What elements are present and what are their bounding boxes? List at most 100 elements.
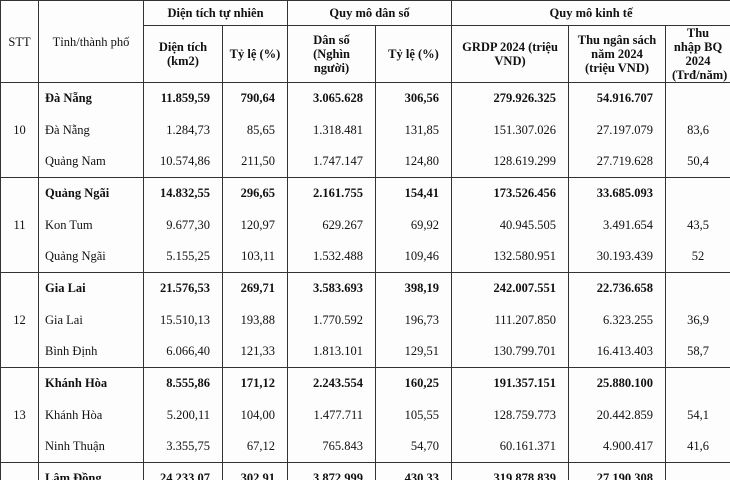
value-cell: 319.878.839 <box>451 462 570 480</box>
value-cell: 8.555,86 <box>143 367 223 400</box>
value-cell: 128.619.299 <box>451 145 570 178</box>
value-cell: 27.190.308 <box>568 462 667 480</box>
value-cell: 211,50 <box>222 145 288 178</box>
header-cell: Thu nhập BQ 2024 (Trđ/năm) <box>665 25 730 83</box>
value-cell: 52 <box>665 240 730 273</box>
value-cell <box>665 272 730 305</box>
table-row: Đà Nẵng 1.284,73 85,65 1.318.481 131,85 151.3… <box>1 114 730 146</box>
value-cell: 27.197.079 <box>568 114 667 146</box>
header-row: Diện tích (km2) Tỷ lệ (%) Dân số (Nghìn ng… <box>1 25 730 83</box>
value-cell: 1.770.592 <box>287 304 376 336</box>
value-cell: 85,65 <box>222 114 288 146</box>
province-cell: Đà Nẵng <box>38 114 144 146</box>
province-cell: Quảng Ngãi <box>38 177 144 210</box>
value-cell: 5.200,11 <box>143 399 223 432</box>
value-cell: 3.872.999 <box>287 462 376 480</box>
province-cell: Kon Tum <box>38 209 144 241</box>
value-cell: 120,97 <box>222 209 288 241</box>
value-cell: 36,9 <box>665 304 730 336</box>
header-cell: Tỷ lệ (%) <box>374 25 453 83</box>
value-cell: 191.357.151 <box>451 367 570 400</box>
value-cell: 24.233,07 <box>143 462 223 480</box>
value-cell: 30.193.439 <box>568 240 667 273</box>
value-cell: 4.900.417 <box>568 431 667 463</box>
value-cell: 3.065.628 <box>287 82 376 115</box>
table-row: Quảng Ngãi 5.155,25 103,11 1.532.488 109,46 1… <box>1 240 730 273</box>
value-cell: 10.574,86 <box>143 145 223 178</box>
value-cell <box>665 177 730 210</box>
value-cell: 69,92 <box>374 209 453 241</box>
value-cell: 132.580.951 <box>451 240 570 273</box>
header-cell: Dân số (Nghìn người) <box>287 25 376 83</box>
value-cell: 765.843 <box>287 431 376 463</box>
value-cell: 15.510,13 <box>143 304 223 336</box>
table-row: Bình Định 6.066,40 121,33 1.813.101 129,51 13… <box>1 336 730 368</box>
header-group: Quy mô kinh tế <box>451 0 730 26</box>
value-cell: 173.526.456 <box>451 177 570 210</box>
value-cell: 1.477.711 <box>287 399 376 432</box>
value-cell: 129,51 <box>374 336 453 368</box>
table-row: Gia Lai 15.510,13 193,88 1.770.592 196,73 111… <box>1 304 730 336</box>
value-cell: 21.576,53 <box>143 272 223 305</box>
stt-cell: 13 <box>0 367 39 464</box>
value-cell: 629.267 <box>287 209 376 241</box>
value-cell: 1.747.147 <box>287 145 376 178</box>
value-cell: 1.318.481 <box>287 114 376 146</box>
value-cell: 3.355,75 <box>143 431 223 463</box>
value-cell <box>665 367 730 400</box>
stt-cell: 11 <box>0 177 39 274</box>
province-cell: Ninh Thuận <box>38 431 144 463</box>
province-cell: Quảng Nam <box>38 145 144 178</box>
table-row: Khánh Hòa 5.200,11 104,00 1.477.711 105,55 12… <box>1 399 730 432</box>
header-cell: Tỉnh/thành phố <box>38 0 144 83</box>
value-cell: 296,65 <box>222 177 288 210</box>
table-row: 13 Khánh Hòa 8.555,86 171,12 2.243.554 160,25… <box>0 367 730 464</box>
header-cell: GRDP 2024 (triệu VND) <box>451 25 570 83</box>
value-cell: 5.155,25 <box>143 240 223 273</box>
province-cell: Khánh Hòa <box>38 367 144 400</box>
value-cell: 104,00 <box>222 399 288 432</box>
value-cell: 22.736.658 <box>568 272 667 305</box>
table-row: Kon Tum 9.677,30 120,97 629.267 69,92 40.945.… <box>1 209 730 241</box>
value-cell: 33.685.093 <box>568 177 667 210</box>
value-cell: 3.583.693 <box>287 272 376 305</box>
value-cell: 121,33 <box>222 336 288 368</box>
province-cell: Gia Lai <box>38 304 144 336</box>
table-row: Ninh Thuận 3.355,75 67,12 765.843 54,70 60.16… <box>1 431 730 463</box>
value-cell: 124,80 <box>374 145 453 178</box>
value-cell: 398,19 <box>374 272 453 305</box>
value-cell: 40.945.505 <box>451 209 570 241</box>
value-cell: 43,5 <box>665 209 730 241</box>
value-cell: 20.442.859 <box>568 399 667 432</box>
value-cell: 196,73 <box>374 304 453 336</box>
value-cell: 50,4 <box>665 145 730 178</box>
value-cell: 2.243.554 <box>287 367 376 400</box>
value-cell: 111.207.850 <box>451 304 570 336</box>
header-cell: STT <box>0 0 39 83</box>
header-cell: Diện tích (km2) <box>143 25 223 83</box>
value-cell: 54.916.707 <box>568 82 667 115</box>
value-cell: 6.066,40 <box>143 336 223 368</box>
value-cell: 54,70 <box>374 431 453 463</box>
province-cell: Bình Định <box>38 336 144 368</box>
value-cell: 1.284,73 <box>143 114 223 146</box>
table-row: 11 Quảng Ngãi 14.832,55 296,65 2.161.755 154,… <box>0 177 730 274</box>
stt-cell: 12 <box>0 272 39 369</box>
value-cell: 130.799.701 <box>451 336 570 368</box>
value-cell: 790,64 <box>222 82 288 115</box>
value-cell: 109,46 <box>374 240 453 273</box>
header-cell: Tỷ lệ (%) <box>222 25 288 83</box>
stt-cell: 10 <box>0 81 39 179</box>
value-cell: 193,88 <box>222 304 288 336</box>
value-cell: 302,91 <box>222 462 288 480</box>
value-cell: 154,41 <box>374 177 453 210</box>
value-cell: 67,12 <box>222 431 288 463</box>
table-row: 12 Gia Lai 21.576,53 269,71 3.583.693 398,19 2… <box>0 272 730 369</box>
province-cell: Gia Lai <box>38 272 144 305</box>
value-cell: 103,11 <box>222 240 288 273</box>
value-cell: 242.007.551 <box>451 272 570 305</box>
table-row: Quảng Nam 10.574,86 211,50 1.747.147 124,80 1… <box>1 145 730 178</box>
value-cell: 9.677,30 <box>143 209 223 241</box>
value-cell: 430,33 <box>374 462 453 480</box>
